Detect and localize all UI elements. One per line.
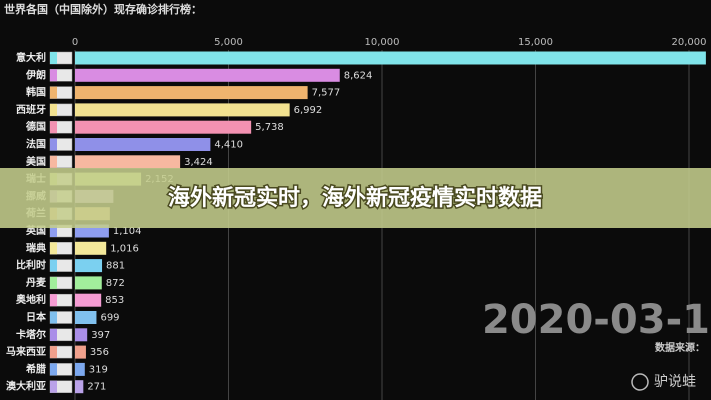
date-label: 2020-03-1 [482,297,710,343]
y-tick-label: 比利时 [16,259,46,272]
x-tick-label: 15,000 [518,37,553,48]
value-label: 1,016 [110,243,139,254]
value-label: 6,992 [294,105,323,116]
y-tick-label: 法国 [26,138,46,151]
x-tick-label: 20,000 [672,37,707,48]
flag-stripe [50,380,57,393]
flag-stripe [50,138,57,151]
bar [75,345,86,359]
bar [75,311,97,324]
x-tick-label: 0 [72,37,78,48]
banner-text: 海外新冠实时，海外新冠疫情实时数据 [168,185,542,211]
y-tick-label: 马来西亚 [6,345,46,358]
bar [75,259,103,273]
watermark: 驴说蛙 [654,374,696,390]
bar [75,103,290,117]
value-label: 881 [106,261,125,272]
bar [75,328,88,342]
bar [75,68,340,82]
bar [75,51,706,65]
flag-stripe [50,155,57,168]
y-tick-label: 西班牙 [16,103,46,116]
flag-stripe [50,346,57,359]
y-tick-label: 卡塔尔 [16,328,46,341]
flag-stripe [50,69,57,82]
flag-stripe [50,52,57,64]
value-label: 397 [91,330,110,341]
bar [75,138,211,151]
value-label: 7,577 [312,88,341,99]
y-tick-label: 日本 [26,311,47,324]
flag-stripe [50,103,57,116]
y-tick-label: 意大利 [16,51,46,64]
value-label: 872 [106,278,125,289]
flag-stripe [50,86,57,99]
value-label: 853 [105,295,124,306]
source-label: 数据来源： [655,341,705,354]
y-tick-label: 奥地利 [16,293,46,306]
y-tick-label: 伊朗 [25,68,46,81]
banner-bg [0,168,711,228]
flag-stripe [50,225,57,237]
watermark-icon [631,373,649,391]
y-tick-label: 澳大利亚 [6,380,46,393]
value-label: 356 [90,347,109,358]
value-label: 1,104 [113,226,142,237]
flag-stripe [50,294,57,307]
flag-stripe [50,259,57,272]
y-tick-label: 丹麦 [26,276,47,289]
y-tick-label: 瑞典 [26,241,46,254]
flag-stripe [50,242,57,255]
bar [75,86,308,100]
flag-stripe [50,121,57,134]
y-tick-label: 希腊 [25,362,46,375]
bar [75,276,102,290]
bar [75,293,102,307]
bar [75,155,181,169]
chart-title: 世界各国（中国除外）现存确诊排行榜： [4,2,202,16]
value-label: 4,410 [214,140,243,151]
value-label: 699 [100,313,119,324]
y-tick-label: 韩国 [26,86,46,99]
value-label: 3,424 [184,157,213,168]
flag-stripe [50,311,57,324]
bar [75,241,107,255]
y-tick-label: 德国 [25,120,46,133]
value-label: 271 [87,382,106,393]
bar [75,120,252,134]
value-label: 5,738 [255,122,284,133]
flag-stripe [50,328,57,341]
value-label: 319 [89,364,108,375]
bar [75,380,84,394]
x-tick-label: 5,000 [214,37,243,48]
value-label: 8,624 [344,70,373,81]
y-tick-label: 美国 [26,155,46,168]
x-tick-label: 10,000 [365,37,400,48]
flag-stripe [50,363,57,376]
bar [75,362,85,376]
flag-stripe [50,276,57,289]
